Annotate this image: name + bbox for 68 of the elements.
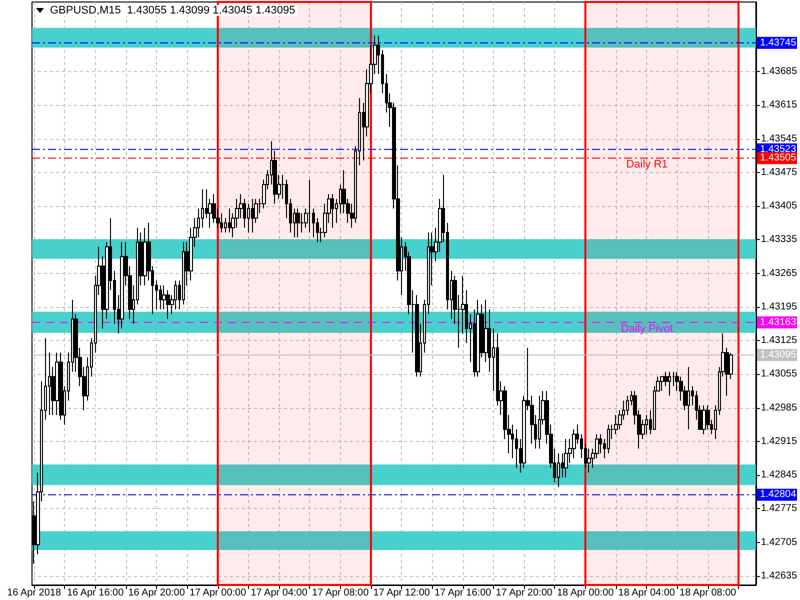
y-tick-label: 1.42845 — [760, 470, 798, 481]
y-tick-label: 1.43265 — [760, 268, 798, 279]
candlestick — [159, 284, 162, 310]
candlestick — [331, 194, 334, 228]
candlestick — [120, 242, 124, 330]
y-tick-label: 1.43195 — [760, 301, 798, 312]
candlestick — [182, 242, 185, 306]
x-tick-label: 18 Apr 08:00 — [680, 588, 737, 598]
candlestick — [572, 428, 576, 459]
candlestick — [174, 280, 177, 310]
candlestick — [702, 404, 706, 435]
candlestick — [538, 395, 541, 450]
candlestick — [308, 179, 311, 234]
x-tick-label: 16 Apr 20:00 — [128, 588, 186, 598]
y-tick-label: 1.43055 — [760, 368, 798, 380]
annotation: 1.43163 — [760, 316, 797, 328]
annotation: 1.42804 — [760, 489, 797, 500]
candlestick — [300, 212, 304, 234]
y-tick-label: 1.43615 — [760, 100, 798, 111]
candlestick — [228, 208, 231, 234]
candlestick — [243, 198, 246, 228]
y-tick-label: 1.43685 — [760, 66, 798, 78]
annotation: 1.43745 — [760, 37, 797, 48]
x-tick-label: 17 Apr 08:00 — [312, 588, 370, 598]
candlestick — [557, 452, 560, 488]
candlestick — [660, 376, 664, 392]
candlestick — [564, 438, 568, 478]
x-tick-label: 17 Apr 04:00 — [250, 588, 308, 598]
x-tick-label: 17 Apr 16:00 — [434, 588, 492, 598]
y-tick-label: 1.42985 — [760, 402, 798, 414]
candlestick — [706, 404, 710, 430]
candlestick — [59, 352, 63, 420]
candlestick — [143, 227, 147, 286]
candlestick — [668, 371, 671, 396]
x-tick-label: 16 Apr 16:00 — [66, 588, 124, 598]
y-tick-label: 1.42915 — [760, 436, 798, 447]
annotation: 1.43505 — [760, 152, 797, 164]
x-tick-label: 17 Apr 20:00 — [496, 588, 553, 598]
chart-title: GBPUSD,M15 1.43055 1.43099 1.43045 1.43095 — [50, 4, 296, 16]
ref-line-label: Daily Pivot — [621, 322, 673, 335]
y-tick-label: 1.43335 — [760, 234, 798, 246]
x-tick-label: 18 Apr 00:00 — [556, 588, 614, 598]
x-tick-label: 17 Apr 12:00 — [373, 588, 430, 598]
x-tick-label: 17 Apr 00:00 — [189, 588, 247, 598]
y-tick-label: 1.43545 — [760, 133, 798, 144]
y-tick-label: 1.43475 — [760, 166, 798, 178]
candlestick — [687, 366, 690, 430]
candlestick — [166, 290, 170, 320]
y-tick-label: 1.42705 — [760, 536, 798, 548]
candlestick — [251, 198, 254, 234]
candlestick — [220, 212, 223, 234]
candlestick — [212, 194, 216, 224]
x-tick-label: 16 Apr 2018 — [7, 588, 62, 598]
y-tick-label: 1.42635 — [760, 570, 798, 582]
y-tick-label: 1.43405 — [760, 200, 798, 212]
candlestick — [599, 434, 602, 454]
y-tick-label: 1.42775 — [760, 503, 798, 514]
y-tick-label: 1.43125 — [760, 335, 798, 346]
candlestick — [587, 448, 591, 474]
candlestick — [296, 208, 300, 238]
candlestick — [607, 424, 610, 454]
ref-line-label: Daily R1 — [626, 158, 668, 171]
candlestick — [247, 203, 250, 234]
candlestick — [476, 299, 480, 378]
annotation: 1.43095 — [760, 349, 797, 360]
candlestick — [515, 428, 518, 468]
candlestick — [415, 294, 419, 378]
x-tick-label: 18 Apr 04:00 — [618, 588, 676, 598]
